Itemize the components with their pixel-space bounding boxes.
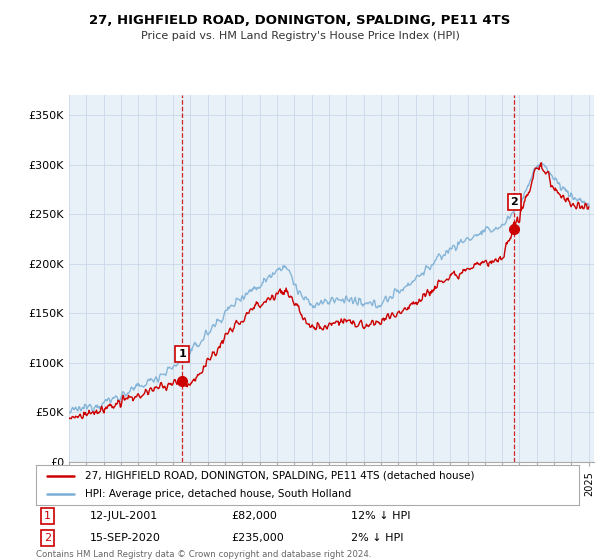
Text: £235,000: £235,000 [232, 533, 284, 543]
Text: 12-JUL-2001: 12-JUL-2001 [91, 511, 158, 521]
Text: 27, HIGHFIELD ROAD, DONINGTON, SPALDING, PE11 4TS: 27, HIGHFIELD ROAD, DONINGTON, SPALDING,… [89, 14, 511, 27]
Text: Price paid vs. HM Land Registry's House Price Index (HPI): Price paid vs. HM Land Registry's House … [140, 31, 460, 41]
Text: 2: 2 [44, 533, 51, 543]
Text: 12% ↓ HPI: 12% ↓ HPI [351, 511, 410, 521]
Text: £82,000: £82,000 [232, 511, 277, 521]
Text: 1: 1 [178, 349, 186, 359]
Text: 2: 2 [511, 197, 518, 207]
Text: HPI: Average price, detached house, South Holland: HPI: Average price, detached house, Sout… [85, 489, 351, 499]
Text: Contains HM Land Registry data © Crown copyright and database right 2024.
This d: Contains HM Land Registry data © Crown c… [36, 550, 371, 560]
Text: 27, HIGHFIELD ROAD, DONINGTON, SPALDING, PE11 4TS (detached house): 27, HIGHFIELD ROAD, DONINGTON, SPALDING,… [85, 471, 475, 480]
Text: 1: 1 [44, 511, 51, 521]
Text: 15-SEP-2020: 15-SEP-2020 [91, 533, 161, 543]
Text: 2% ↓ HPI: 2% ↓ HPI [351, 533, 403, 543]
